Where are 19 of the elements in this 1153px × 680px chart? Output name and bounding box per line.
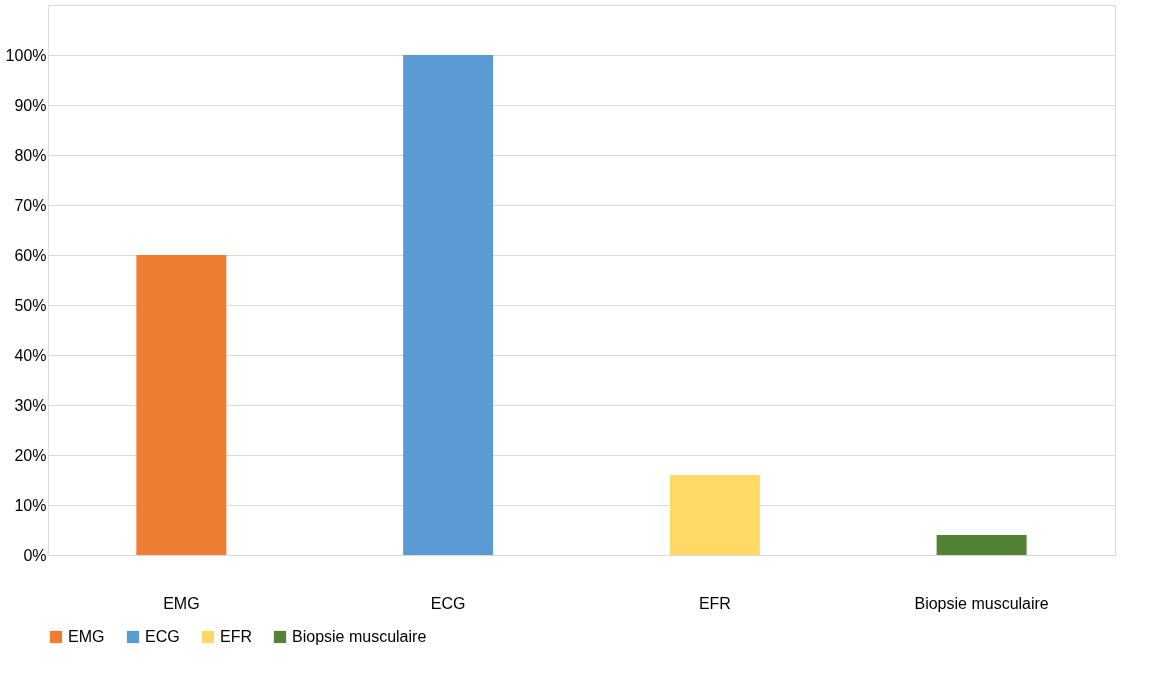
y-tick-label: 50%: [14, 296, 47, 314]
y-tick-label: 40%: [14, 346, 47, 364]
legend-label: Biopsie musculaire: [292, 628, 427, 645]
legend-label: EFR: [220, 628, 252, 645]
y-tick-label: 100%: [5, 46, 47, 64]
y-tick-label: 20%: [14, 446, 47, 464]
x-tick-label: EMG: [163, 594, 200, 612]
legend-label: ECG: [145, 628, 180, 645]
y-tick-label: 80%: [14, 146, 47, 164]
x-tick-label: Biopsie musculaire: [914, 594, 1049, 612]
legend-label: EMG: [68, 628, 105, 645]
y-tick-label: 60%: [14, 246, 47, 264]
y-tick-label: 0%: [23, 546, 47, 564]
y-tick-label: 30%: [14, 396, 47, 414]
y-tick-label: 70%: [14, 196, 47, 214]
y-tick-label: 90%: [14, 96, 47, 114]
x-tick-label: EFR: [698, 594, 731, 612]
y-tick-label: 10%: [14, 496, 47, 514]
x-tick-label: ECG: [430, 594, 466, 612]
